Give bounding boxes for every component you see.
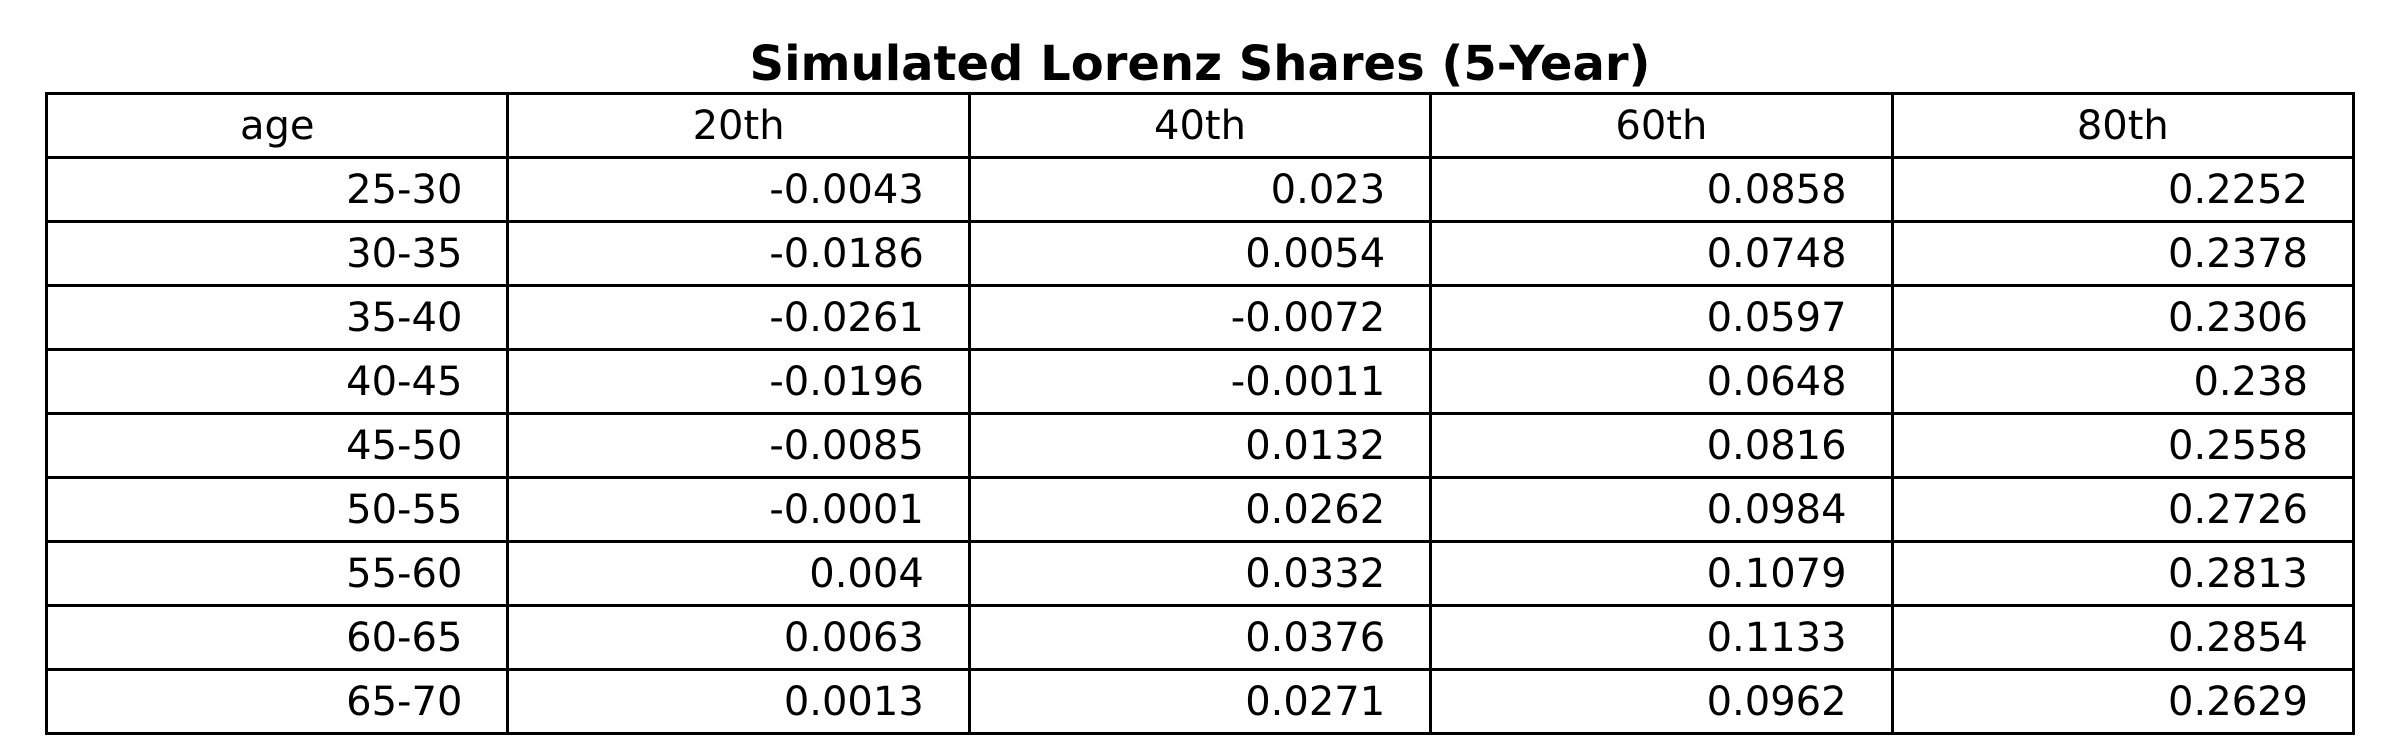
table-row: 45-50 -0.0085 0.0132 0.0816 0.2558: [44, 412, 2356, 479]
share-value-cell: 0.2306: [1890, 284, 2356, 351]
column-header-age: age: [44, 92, 510, 159]
share-value-cell: -0.0011: [967, 348, 1433, 415]
table-row: 50-55 -0.0001 0.0262 0.0984 0.2726: [44, 476, 2356, 543]
share-value-cell: 0.023: [967, 156, 1433, 223]
share-value-cell: -0.0196: [506, 348, 971, 415]
share-value-cell: 0.0816: [1429, 412, 1894, 479]
lorenz-shares-table: age 20th 40th 60th 80th 25-30 -0.0043 0.023 0.0…: [44, 92, 2356, 735]
share-value-cell: -0.0072: [967, 284, 1433, 351]
table-row: 30-35 -0.0186 0.0054 0.0748 0.2378: [44, 220, 2356, 287]
age-group-cell: 55-60: [44, 540, 510, 607]
share-value-cell: 0.2558: [1890, 412, 2356, 479]
share-value-cell: -0.0261: [506, 284, 971, 351]
table-body: 25-30 -0.0043 0.023 0.0858 0.2252 30-35 -0.018…: [44, 156, 2356, 735]
table-row: 55-60 0.004 0.0332 0.1079 0.2813: [44, 540, 2356, 607]
age-group-cell: 50-55: [44, 476, 510, 543]
share-value-cell: 0.238: [1890, 348, 2356, 415]
share-value-cell: 0.2854: [1890, 604, 2356, 671]
column-header-80th: 80th: [1890, 92, 2356, 159]
age-group-cell: 30-35: [44, 220, 510, 287]
share-value-cell: -0.0186: [506, 220, 971, 287]
table-row: 65-70 0.0013 0.0271 0.0962 0.2629: [44, 668, 2356, 735]
age-group-cell: 60-65: [44, 604, 510, 671]
share-value-cell: 0.0376: [967, 604, 1433, 671]
share-value-cell: 0.2813: [1890, 540, 2356, 607]
share-value-cell: 0.0984: [1429, 476, 1894, 543]
share-value-cell: 0.0858: [1429, 156, 1894, 223]
share-value-cell: 0.1079: [1429, 540, 1894, 607]
share-value-cell: 0.0648: [1429, 348, 1894, 415]
share-value-cell: -0.0001: [506, 476, 971, 543]
share-value-cell: 0.004: [506, 540, 971, 607]
age-group-cell: 65-70: [44, 668, 510, 735]
column-header-20th: 20th: [506, 92, 971, 159]
table-row: 60-65 0.0063 0.0376 0.1133 0.2854: [44, 604, 2356, 671]
share-value-cell: 0.2629: [1890, 668, 2356, 735]
share-value-cell: 0.0063: [506, 604, 971, 671]
share-value-cell: -0.0085: [506, 412, 971, 479]
share-value-cell: 0.0962: [1429, 668, 1894, 735]
table-row: 25-30 -0.0043 0.023 0.0858 0.2252: [44, 156, 2356, 223]
share-value-cell: 0.2726: [1890, 476, 2356, 543]
share-value-cell: 0.0013: [506, 668, 971, 735]
age-group-cell: 25-30: [44, 156, 510, 223]
age-group-cell: 40-45: [44, 348, 510, 415]
chart-title: Simulated Lorenz Shares (5-Year): [749, 36, 1651, 92]
share-value-cell: 0.0748: [1429, 220, 1894, 287]
share-value-cell: 0.0332: [967, 540, 1433, 607]
age-group-cell: 45-50: [44, 412, 510, 479]
share-value-cell: 0.0262: [967, 476, 1433, 543]
column-header-40th: 40th: [967, 92, 1433, 159]
share-value-cell: -0.0043: [506, 156, 971, 223]
share-value-cell: 0.2378: [1890, 220, 2356, 287]
share-value-cell: 0.0597: [1429, 284, 1894, 351]
share-value-cell: 0.0054: [967, 220, 1433, 287]
share-value-cell: 0.1133: [1429, 604, 1894, 671]
table-row: 40-45 -0.0196 -0.0011 0.0648 0.238: [44, 348, 2356, 415]
table-row: 35-40 -0.0261 -0.0072 0.0597 0.2306: [44, 284, 2356, 351]
share-value-cell: 0.0271: [967, 668, 1433, 735]
share-value-cell: 0.0132: [967, 412, 1433, 479]
age-group-cell: 35-40: [44, 284, 510, 351]
share-value-cell: 0.2252: [1890, 156, 2356, 223]
table-header-row: age 20th 40th 60th 80th: [44, 92, 2356, 159]
column-header-60th: 60th: [1429, 92, 1894, 159]
